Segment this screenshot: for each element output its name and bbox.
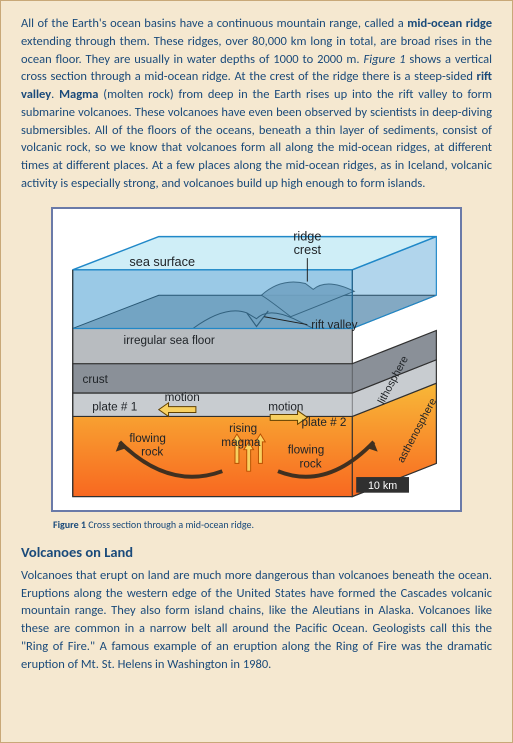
label-rift-valley: rift valley xyxy=(311,318,357,331)
label-rising2: magma xyxy=(221,435,261,448)
p1-t5: (molten rock) from deep in the Earth ris… xyxy=(21,87,492,191)
cross-section-diagram: sea surface ridge crest irregular sea fl… xyxy=(61,219,452,502)
p1-i1: Figure 1 xyxy=(363,52,405,67)
caption-rest: Cross section through a mid-ocean ridge. xyxy=(86,518,254,531)
caption-bold: Figure 1 xyxy=(53,518,86,531)
label-motion2: motion xyxy=(268,400,303,413)
label-flow1a: flowing xyxy=(129,431,165,444)
label-rising1: rising xyxy=(229,422,257,435)
scale-bar: 10 km xyxy=(356,477,409,493)
p1-t4: . xyxy=(51,87,59,102)
label-flow2a: flowing xyxy=(288,443,324,456)
label-scale: 10 km xyxy=(368,479,397,491)
label-sea-surface: sea surface xyxy=(129,254,195,268)
p1-b1: mid-ocean ridge xyxy=(407,16,492,31)
label-ridge-crest-1: ridge xyxy=(293,229,321,243)
land-paragraph: Volcanoes that erupt on land are much mo… xyxy=(21,567,492,674)
p1-t1: All of the Earth's ocean basins have a c… xyxy=(21,16,407,31)
heading-volcanoes-on-land: Volcanoes on Land xyxy=(21,543,492,561)
label-crust: crust xyxy=(83,373,109,386)
p1-b3: Magma xyxy=(59,87,98,102)
label-motion1: motion xyxy=(165,390,200,403)
label-flow1b: rock xyxy=(141,445,163,458)
figure-1: sea surface ridge crest irregular sea fl… xyxy=(51,207,462,531)
figure-1-caption: Figure 1 Cross section through a mid-oce… xyxy=(53,518,460,531)
intro-paragraph: All of the Earth's ocean basins have a c… xyxy=(21,15,492,193)
label-ridge-crest-2: crest xyxy=(294,243,322,257)
label-irregular: irregular sea floor xyxy=(124,334,215,347)
figure-1-box: sea surface ridge crest irregular sea fl… xyxy=(51,207,462,512)
label-plate2: plate # 2 xyxy=(301,416,346,429)
label-flow2b: rock xyxy=(300,457,322,470)
label-plate1: plate # 1 xyxy=(92,400,137,413)
